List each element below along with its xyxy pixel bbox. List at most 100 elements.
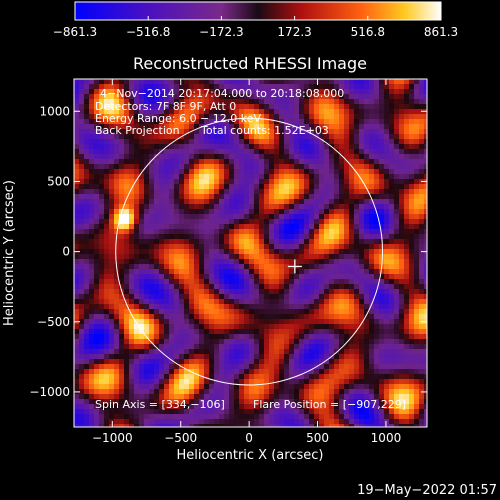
heatmap-cell [269, 234, 274, 239]
heatmap-cell [114, 299, 119, 304]
heatmap-cell [344, 269, 349, 274]
heatmap-cell [404, 124, 409, 129]
heatmap-cell [229, 239, 234, 244]
heatmap-cell [74, 164, 79, 169]
heatmap-cell [249, 369, 254, 374]
heatmap-cell [99, 134, 104, 139]
heatmap-cell [364, 279, 369, 284]
heatmap-cell [149, 94, 154, 99]
heatmap-cell [119, 214, 124, 219]
heatmap-cell [269, 174, 274, 179]
heatmap-cell [334, 414, 339, 419]
heatmap-cell [289, 284, 294, 289]
heatmap-cell [309, 374, 314, 379]
heatmap-cell [159, 384, 164, 389]
heatmap-cell [159, 109, 164, 114]
heatmap-cell [189, 389, 194, 394]
heatmap-cell [129, 384, 134, 389]
heatmap-cell [384, 189, 389, 194]
heatmap-cell [409, 339, 414, 344]
heatmap-cell [254, 139, 259, 144]
heatmap-cell [294, 234, 299, 239]
heatmap-cell [99, 189, 104, 194]
heatmap-cell [399, 274, 404, 279]
heatmap-cell [189, 94, 194, 99]
heatmap-cell [184, 304, 189, 309]
heatmap-cell [284, 99, 289, 104]
heatmap-cell [314, 294, 319, 299]
heatmap-cell [239, 329, 244, 334]
heatmap-cell [329, 289, 334, 294]
heatmap-cell [139, 289, 144, 294]
heatmap-cell [184, 279, 189, 284]
heatmap-cell [389, 299, 394, 304]
heatmap-cell [229, 114, 234, 119]
heatmap-cell [264, 269, 269, 274]
heatmap-cell [74, 124, 79, 129]
heatmap-cell [184, 394, 189, 399]
heatmap-cell [104, 129, 109, 134]
heatmap-cell [399, 374, 404, 379]
heatmap-cell [239, 79, 244, 84]
heatmap-cell [149, 209, 154, 214]
heatmap-cell [164, 369, 169, 374]
heatmap-cell [249, 79, 254, 84]
heatmap-cell [264, 369, 269, 374]
heatmap-cell [334, 369, 339, 374]
heatmap-cell [379, 114, 384, 119]
heatmap-cell [74, 349, 79, 354]
heatmap-cell [369, 254, 374, 259]
heatmap-cell [339, 189, 344, 194]
heatmap-cell [294, 224, 299, 229]
heatmap-cell [414, 229, 419, 234]
heatmap-cell [244, 184, 249, 189]
heatmap-cell [414, 199, 419, 204]
heatmap-cell [334, 354, 339, 359]
heatmap-cell [189, 229, 194, 234]
heatmap-cell [339, 259, 344, 264]
heatmap-cell [214, 259, 219, 264]
heatmap-cell [239, 304, 244, 309]
heatmap-cell [394, 409, 399, 414]
heatmap-cell [384, 304, 389, 309]
heatmap-cell [404, 364, 409, 369]
heatmap-cell [84, 424, 89, 427]
heatmap-cell [274, 154, 279, 159]
heatmap-cell [229, 274, 234, 279]
heatmap-cell [189, 334, 194, 339]
heatmap-cell [274, 249, 279, 254]
heatmap-cell [99, 399, 104, 404]
heatmap-cell [94, 114, 99, 119]
heatmap-cell [89, 274, 94, 279]
heatmap-cell [114, 104, 119, 109]
heatmap-cell [89, 159, 94, 164]
heatmap-cell [134, 114, 139, 119]
heatmap-cell [384, 79, 389, 84]
heatmap-cell [84, 324, 89, 329]
heatmap-cell [94, 299, 99, 304]
heatmap-cell [219, 424, 224, 427]
heatmap-cell [114, 409, 119, 414]
heatmap-cell [319, 119, 324, 124]
heatmap-cell [249, 244, 254, 249]
heatmap-cell [249, 164, 254, 169]
heatmap-cell [219, 254, 224, 259]
heatmap-cell [169, 309, 174, 314]
heatmap-cell [89, 364, 94, 369]
heatmap-cell [204, 184, 209, 189]
heatmap-cell [424, 424, 427, 427]
heatmap-cell [404, 234, 409, 239]
heatmap-cell [229, 224, 234, 229]
heatmap-cell [249, 199, 254, 204]
heatmap-cell [129, 304, 134, 309]
heatmap-cell [249, 219, 254, 224]
heatmap-cell [414, 264, 419, 269]
heatmap-cell [374, 139, 379, 144]
heatmap-cell [129, 354, 134, 359]
heatmap-cell [109, 219, 114, 224]
heatmap-cell [379, 164, 384, 169]
heatmap-cell [304, 309, 309, 314]
heatmap-cell [229, 309, 234, 314]
heatmap-cell [329, 319, 334, 324]
heatmap-cell [314, 189, 319, 194]
